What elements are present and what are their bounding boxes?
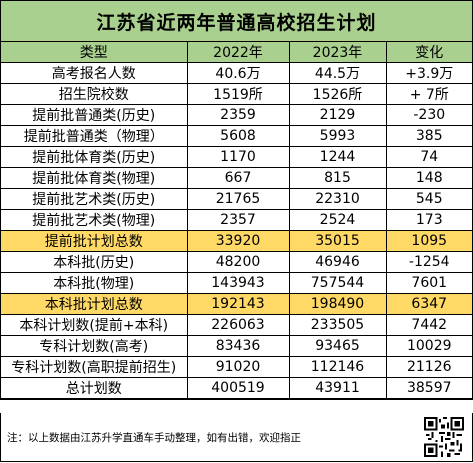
value-2022-cell: 1519所	[186, 83, 290, 105]
type-cell: 提前批计划总数	[1, 230, 188, 252]
table-row: 提前批普通类(历史) 2359 2129 -230	[1, 104, 472, 126]
table-row: 提前批体育类(历史) 1170 1244 74	[1, 146, 472, 168]
value-2022-cell: 1170	[186, 146, 290, 168]
value-2022-cell: 40.6万	[186, 62, 290, 84]
plan-table-sheet: 江苏省近两年普通高校招生计划 类型 2022年 2023年 变化 高考报名人数 4…	[0, 0, 473, 400]
table-title: 江苏省近两年普通高校招生计划	[1, 1, 472, 42]
change-cell: 7442	[385, 314, 472, 336]
value-2022-cell: 2359	[186, 104, 290, 126]
change-cell: 6347	[385, 293, 472, 315]
value-2023-cell: 198490	[288, 293, 387, 315]
change-cell: +3.9万	[385, 62, 472, 84]
value-2022-cell: 48200	[186, 251, 290, 273]
change-cell: 148	[385, 167, 472, 189]
value-2023-cell: 1244	[288, 146, 387, 168]
footer: 注：以上数据由江苏升学直通车手动整理，如有出错，欢迎指正	[0, 413, 473, 462]
value-2023-cell: 2524	[288, 209, 387, 231]
table-row: 本科批(物理) 143943 757544 7601	[1, 272, 472, 294]
table-row: 本科批(历史) 48200 46946 -1254	[1, 251, 472, 273]
type-cell: 招生院校数	[1, 83, 188, 105]
change-cell: 7601	[385, 272, 472, 294]
change-cell: 38597	[385, 377, 472, 399]
type-cell: 提前批体育类(物理)	[1, 167, 188, 189]
table-row: 总计划数 400519 43911 38597	[1, 377, 472, 399]
type-cell: 本科计划数(提前+本科)	[1, 314, 188, 336]
value-2022-cell: 400519	[186, 377, 290, 399]
value-2022-cell: 21765	[186, 188, 290, 210]
value-2022-cell: 5608	[186, 125, 290, 147]
value-2023-cell: 44.5万	[288, 62, 387, 84]
type-cell: 本科批计划总数	[1, 293, 188, 315]
value-2023-cell: 43911	[288, 377, 387, 399]
value-2023-cell: 1526所	[288, 83, 387, 105]
change-cell: 1095	[385, 230, 472, 252]
table-row: 提前批艺术类(历史) 21765 22310 545	[1, 188, 472, 210]
value-2023-cell: 2129	[288, 104, 387, 126]
table-row-total: 本科批计划总数 192143 198490 6347	[1, 293, 472, 315]
col-header-2022: 2022年	[186, 42, 290, 63]
type-cell: 总计划数	[1, 377, 188, 399]
value-2023-cell: 815	[288, 167, 387, 189]
value-2022-cell: 83436	[186, 335, 290, 357]
table-row: 专科计划数(高职提前招生) 91020 112146 21126	[1, 356, 472, 378]
col-header-change: 变化	[385, 42, 472, 63]
change-cell: 74	[385, 146, 472, 168]
table-row: 提前批普通类（物理） 5608 5993 385	[1, 125, 472, 147]
table-row: 提前批艺术类(物理) 2357 2524 173	[1, 209, 472, 231]
change-cell: + 7所	[385, 83, 472, 105]
type-cell: 专科计划数(高考)	[1, 335, 188, 357]
value-2023-cell: 35015	[288, 230, 387, 252]
value-2023-cell: 22310	[288, 188, 387, 210]
change-cell: 173	[385, 209, 472, 231]
table-row: 高考报名人数 40.6万 44.5万 +3.9万	[1, 62, 472, 84]
value-2023-cell: 233505	[288, 314, 387, 336]
type-cell: 高考报名人数	[1, 62, 188, 84]
value-2022-cell: 667	[186, 167, 290, 189]
value-2023-cell: 5993	[288, 125, 387, 147]
change-cell: 10029	[385, 335, 472, 357]
col-header-2023: 2023年	[288, 42, 387, 63]
qr-code-icon	[424, 417, 464, 457]
type-cell: 提前批普通类（物理）	[1, 125, 188, 147]
plan-table: 类型 2022年 2023年 变化 高考报名人数 40.6万 44.5万 +3.9万招…	[1, 42, 472, 399]
type-cell: 提前批体育类(历史)	[1, 146, 188, 168]
change-cell: -1254	[385, 251, 472, 273]
type-cell: 专科计划数(高职提前招生)	[1, 356, 188, 378]
table-row-total: 提前批计划总数 33920 35015 1095	[1, 230, 472, 252]
value-2023-cell: 93465	[288, 335, 387, 357]
value-2022-cell: 143943	[186, 272, 290, 294]
table-row: 招生院校数 1519所 1526所 + 7所	[1, 83, 472, 105]
value-2023-cell: 757544	[288, 272, 387, 294]
value-2023-cell: 112146	[288, 356, 387, 378]
change-cell: 545	[385, 188, 472, 210]
table-row: 提前批体育类(物理) 667 815 148	[1, 167, 472, 189]
value-2022-cell: 91020	[186, 356, 290, 378]
value-2022-cell: 2357	[186, 209, 290, 231]
value-2022-cell: 226063	[186, 314, 290, 336]
change-cell: 21126	[385, 356, 472, 378]
value-2022-cell: 33920	[186, 230, 290, 252]
change-cell: -230	[385, 104, 472, 126]
type-cell: 本科批(历史)	[1, 251, 188, 273]
type-cell: 本科批(物理)	[1, 272, 188, 294]
change-cell: 385	[385, 125, 472, 147]
footer-note: 注：以上数据由江苏升学直通车手动整理，如有出错，欢迎指正	[7, 431, 301, 444]
type-cell: 提前批艺术类(物理)	[1, 209, 188, 231]
value-2022-cell: 192143	[186, 293, 290, 315]
header-row: 类型 2022年 2023年 变化	[1, 42, 472, 63]
type-cell: 提前批普通类(历史)	[1, 104, 188, 126]
col-header-type: 类型	[1, 42, 188, 63]
table-row: 专科计划数(高考) 83436 93465 10029	[1, 335, 472, 357]
table-row: 本科计划数(提前+本科) 226063 233505 7442	[1, 314, 472, 336]
value-2023-cell: 46946	[288, 251, 387, 273]
type-cell: 提前批艺术类(历史)	[1, 188, 188, 210]
